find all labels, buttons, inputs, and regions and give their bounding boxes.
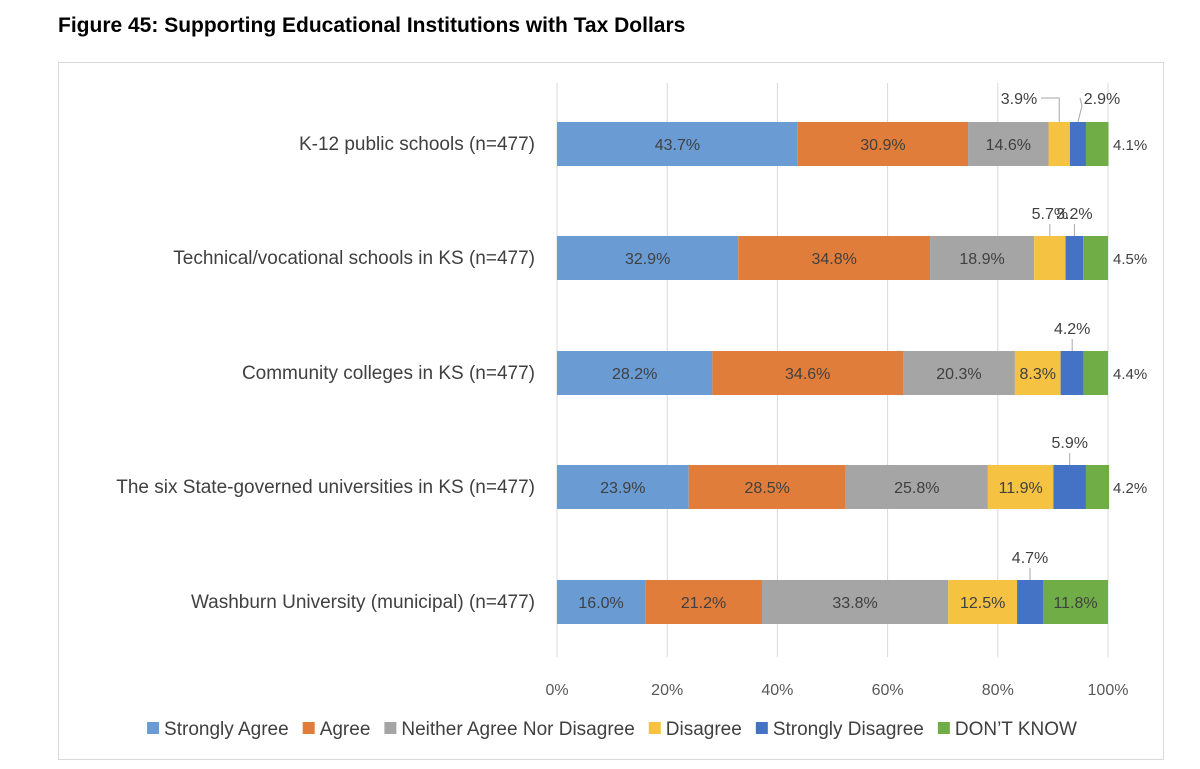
category-label: Technical/vocational schools in KS (n=47… xyxy=(173,248,535,269)
data-label: 4.1% xyxy=(1113,137,1147,154)
data-label: 16.0% xyxy=(578,595,623,612)
leader-line xyxy=(1077,97,1083,123)
bar-segment xyxy=(987,465,1054,509)
legend-label: Disagree xyxy=(666,719,742,740)
bar-segment xyxy=(645,580,762,624)
bar-segment xyxy=(761,580,949,624)
category-label: The six State-governed universities in K… xyxy=(116,477,535,498)
x-tick-label: 20% xyxy=(651,682,683,699)
data-label: 28.2% xyxy=(612,366,657,383)
data-label: 11.8% xyxy=(1053,595,1097,612)
data-label: 4.2% xyxy=(1113,480,1147,497)
legend-label: Neither Agree Nor Disagree xyxy=(401,719,634,740)
data-label: 5.9% xyxy=(1051,435,1087,452)
data-label: 30.9% xyxy=(860,137,905,154)
legend-swatch xyxy=(384,722,397,734)
bar-segment xyxy=(557,122,798,166)
bar-segment xyxy=(557,236,739,280)
bar-segment xyxy=(1014,351,1061,395)
legend-label: Strongly Agree xyxy=(164,719,289,740)
data-label: 34.8% xyxy=(811,251,856,268)
bar-segment xyxy=(712,351,904,395)
chart-frame: 0% 20% 40% 60% 80% 100% K-12 public schools (n… xyxy=(58,62,1164,760)
bar-segment xyxy=(1042,580,1108,624)
leader-line xyxy=(1041,97,1060,122)
bar-segment xyxy=(738,236,931,280)
bar-segment xyxy=(930,236,1035,280)
category-label: Community colleges in KS (n=477) xyxy=(242,363,535,384)
bar-segment xyxy=(557,580,646,624)
data-label: 34.6% xyxy=(785,366,830,383)
x-tick-label: 40% xyxy=(761,682,793,699)
data-label: 14.6% xyxy=(986,137,1031,154)
bar-segment xyxy=(968,122,1049,166)
data-label: 18.9% xyxy=(959,251,1004,268)
bar-segment xyxy=(557,465,689,509)
data-label: 4.5% xyxy=(1113,251,1147,268)
data-label: 2.9% xyxy=(1084,91,1120,108)
data-label: 20.3% xyxy=(936,366,981,383)
legend-label: DON’T KNOW xyxy=(955,719,1077,740)
category-label: Washburn University (municipal) (n=477) xyxy=(191,592,535,613)
figure-title: Figure 45: Supporting Educational Instit… xyxy=(58,14,686,37)
legend-swatch xyxy=(937,722,950,734)
bar-segment xyxy=(688,465,846,509)
bar-segment xyxy=(557,351,713,395)
legend-label: Agree xyxy=(320,719,371,740)
bar-segment xyxy=(1048,122,1070,166)
data-label: 25.8% xyxy=(894,480,939,497)
bar-segment xyxy=(1060,351,1084,395)
data-label: 3.9% xyxy=(1001,91,1037,108)
legend-label: Strongly Disagree xyxy=(773,719,924,740)
bar-segment xyxy=(1083,236,1108,280)
stacked-bar-chart: 0% 20% 40% 60% 80% 100% K-12 public schools (n… xyxy=(116,83,1147,740)
bar-segment xyxy=(948,580,1018,624)
bar-segment xyxy=(903,351,1015,395)
data-label: 4.2% xyxy=(1054,321,1090,338)
x-tick-label: 100% xyxy=(1088,682,1129,699)
bar-segment xyxy=(1083,351,1108,395)
data-label: 32.9% xyxy=(625,251,670,268)
x-tick-label: 60% xyxy=(872,682,904,699)
bar-segment xyxy=(797,122,969,166)
bar-segment xyxy=(1085,122,1109,166)
data-label: 21.2% xyxy=(681,595,726,612)
legend-swatch xyxy=(755,722,768,734)
bar-segment xyxy=(1065,236,1084,280)
category-label: K-12 public schools (n=477) xyxy=(299,134,535,155)
data-label: 11.9% xyxy=(999,480,1043,497)
bar-segment xyxy=(1017,580,1043,624)
x-tick-label: 80% xyxy=(982,682,1014,699)
data-label: 28.5% xyxy=(745,480,790,497)
data-label: 8.3% xyxy=(1020,366,1056,383)
legend-swatch xyxy=(147,722,160,734)
bar-segment xyxy=(1053,465,1086,509)
data-label: 4.4% xyxy=(1113,366,1147,383)
data-label: 4.7% xyxy=(1012,550,1048,567)
x-tick-label: 0% xyxy=(545,682,568,699)
bar-segment xyxy=(845,465,988,509)
data-label: 3.2% xyxy=(1056,206,1092,223)
legend-swatch xyxy=(648,722,661,734)
bar-segment xyxy=(1085,465,1110,509)
data-label: 5.7% xyxy=(1032,206,1068,223)
bar-segment xyxy=(1069,122,1086,166)
data-label: 33.8% xyxy=(832,595,877,612)
legend-swatch xyxy=(302,722,315,734)
data-label: 23.9% xyxy=(600,480,645,497)
data-label: 43.7% xyxy=(655,137,700,154)
data-label: 12.5% xyxy=(960,595,1005,612)
bar-segment xyxy=(1034,236,1066,280)
